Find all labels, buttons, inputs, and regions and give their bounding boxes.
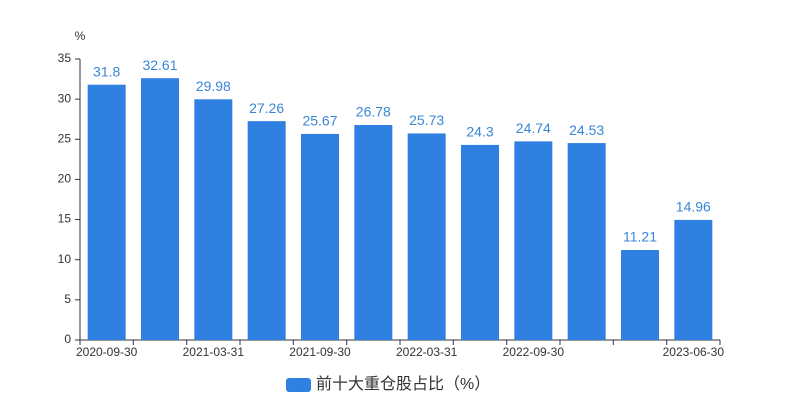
value-label: 11.21 [623,229,657,245]
bar [461,144,499,340]
value-label: 29.98 [196,78,231,94]
y-tick-label: 35 [58,51,72,65]
value-label: 24.53 [569,122,604,138]
value-label: 25.67 [302,113,337,129]
legend-swatch [286,378,311,392]
y-tick-label: 20 [58,172,72,186]
x-tick-label: 2021-09-30 [289,345,351,359]
x-tick-label: 2022-03-31 [396,345,458,359]
y-tick-label: 5 [64,292,71,306]
bar [247,121,286,340]
bar [87,84,126,340]
legend-label: 前十大重仓股占比（%） [316,375,490,393]
bar [567,143,606,340]
bar [301,133,339,340]
y-tick-label: 15 [58,212,72,226]
value-label: 31.8 [93,63,120,79]
bar [621,249,659,340]
x-tick-label: 2022-09-30 [503,345,565,359]
x-tick-label: 2023-06-30 [663,345,725,359]
value-label: 25.73 [409,112,444,128]
value-label: 24.74 [516,120,551,136]
y-tick-label: 25 [58,131,72,145]
bar [354,124,393,340]
value-label: 14.96 [676,199,711,215]
x-tick-label: 2021-03-31 [183,345,245,359]
x-tick-label: 2020-09-30 [76,345,138,359]
bar [407,133,446,340]
bar [141,78,179,340]
value-label: 32.61 [142,57,177,73]
y-tick-label: 0 [64,332,71,346]
bar [674,219,713,340]
value-label: 26.78 [356,104,391,120]
y-tick-label: 10 [58,252,72,266]
bar [194,99,233,340]
bar [514,141,553,340]
y-unit: % [75,29,86,43]
value-label: 27.26 [249,100,284,116]
value-label: 24.3 [466,124,493,140]
y-tick-label: 30 [58,91,72,105]
